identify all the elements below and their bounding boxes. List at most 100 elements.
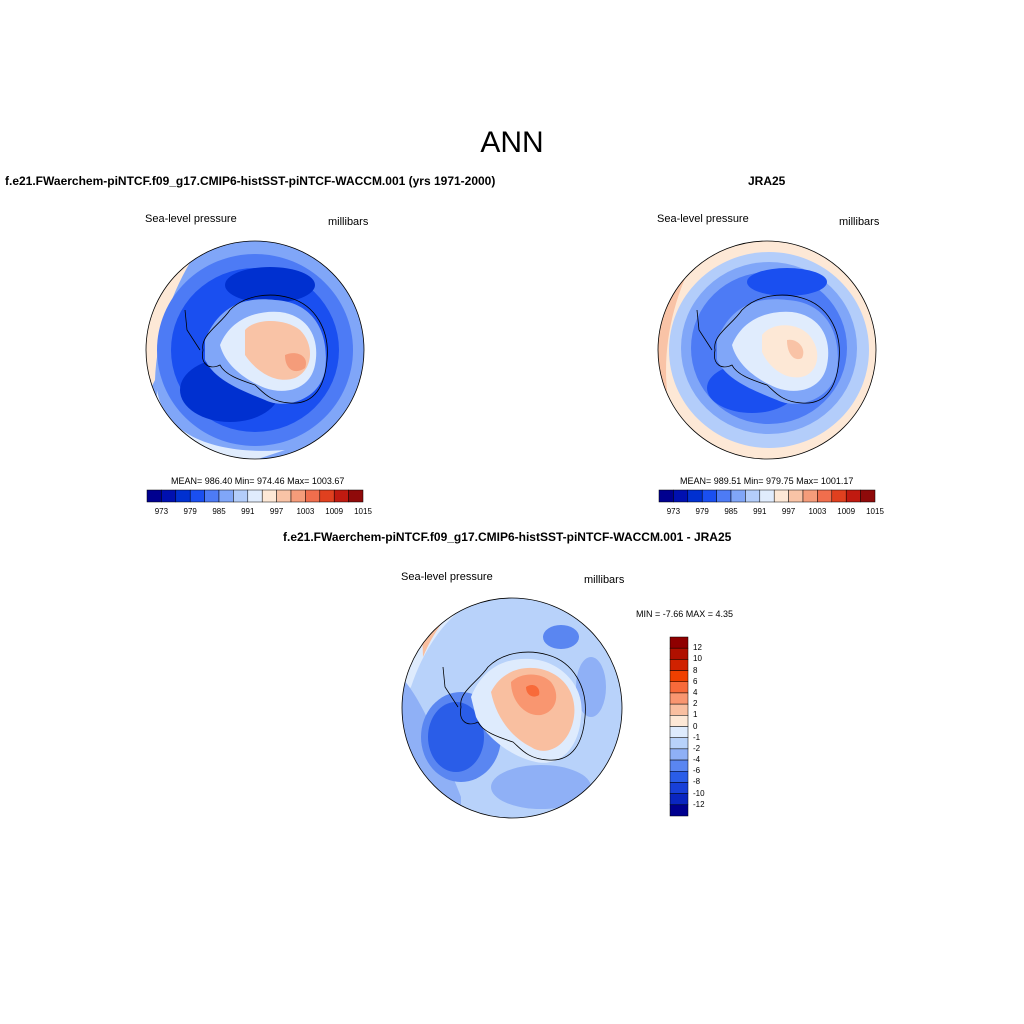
obs-colorbar	[658, 489, 876, 503]
diff-colorbar-tick-label: -2	[693, 743, 701, 753]
diff-east-low	[576, 657, 606, 717]
obs-colorbar-swatch	[716, 489, 732, 503]
model-colorbar-tick-label: 973	[154, 507, 169, 516]
obs-colorbar-swatch	[730, 489, 746, 503]
diff-colorbar-tick-label: -12	[693, 799, 705, 809]
diff-colorbar-tick-label: 12	[693, 643, 702, 653]
obs-colorbar-tick-label: 1009	[837, 507, 856, 516]
obs-colorbar-tick-label: 985	[724, 507, 738, 516]
diff-north-low	[543, 625, 579, 649]
diff-coastline	[460, 651, 586, 761]
diff-colorbar-swatch	[669, 692, 689, 705]
diff-continent-max	[526, 684, 540, 697]
diff-colorbar-tick-label: 0	[693, 721, 698, 731]
diff-colorbar-swatch	[669, 804, 689, 817]
model-stats: MEAN= 986.40 Min= 974.46 Max= 1003.67	[171, 476, 345, 486]
diff-units-label: millibars	[584, 574, 625, 586]
model-colorbar-swatch	[204, 489, 220, 503]
diff-colorbar-swatch	[669, 715, 689, 727]
diff-south-low	[491, 765, 591, 809]
model-colorbar-swatch	[305, 489, 321, 503]
model-variable-label: Sea-level pressure	[145, 213, 237, 225]
diff-colorbar-swatch	[669, 681, 689, 694]
diff-colorbar-swatch	[669, 759, 689, 772]
diff-variable-label: Sea-level pressure	[401, 571, 493, 583]
diff-colorbar-swatch	[669, 737, 689, 750]
model-colorbar-tick-label: 997	[269, 507, 284, 516]
diff-peninsula	[442, 666, 459, 708]
obs-colorbar-swatch	[831, 489, 847, 503]
model-panel-title: f.e21.FWaerchem-piNTCF.f09_g17.CMIP6-his…	[5, 174, 496, 188]
diff-colorbar-swatch	[669, 748, 689, 761]
diff-colorbar-tick-label: 2	[693, 699, 698, 709]
obs-colorbar-tick-label: 973	[666, 507, 681, 516]
model-colorbar-tick-label: 1015	[354, 507, 372, 516]
model-colorbar-swatch	[319, 489, 335, 503]
obs-continent-max	[787, 339, 804, 360]
obs-colorbar-swatch	[802, 489, 818, 503]
obs-colorbar-swatch	[773, 489, 789, 503]
model-colorbar-swatch	[247, 489, 263, 503]
diff-colorbar-tick-label: 10	[693, 654, 702, 664]
obs-colorbar-tick-label: 1015	[866, 507, 884, 516]
diff-panel-title: f.e21.FWaerchem-piNTCF.f09_g17.CMIP6-his…	[283, 530, 732, 544]
diff-colorbar-swatch	[669, 782, 689, 794]
obs-colorbar-swatch	[745, 489, 761, 503]
obs-units-label: millibars	[839, 216, 880, 228]
model-colorbar-swatch	[333, 489, 349, 503]
diff-colorbar-tick-label: -4	[693, 755, 701, 765]
obs-colorbar-swatch	[673, 489, 689, 503]
model-colorbar-labels: 973 979 985 991 997 1003 1009 1015	[147, 507, 372, 519]
obs-coastline	[714, 294, 840, 404]
model-peninsula	[184, 309, 201, 351]
obs-colorbar-swatch	[701, 489, 717, 503]
obs-colorbar-swatch	[788, 489, 804, 503]
obs-colorbar-tick-label: 997	[781, 507, 796, 516]
diff-stats: MIN = -7.66 MAX = 4.35	[636, 609, 734, 619]
model-colorbar-tick-label: 1009	[325, 507, 344, 516]
obs-colorbar-swatch	[845, 489, 861, 503]
model-colorbar-swatch	[189, 489, 205, 503]
diff-colorbar-swatch	[669, 703, 689, 716]
diff-colorbar-tick-label: -1	[693, 732, 701, 742]
diff-colorbar-tick-label: -6	[693, 766, 701, 776]
diff-map-border	[401, 597, 623, 819]
model-colorbar-tick-label: 1003	[296, 507, 315, 516]
model-colorbar-tick-label: 985	[212, 507, 226, 516]
obs-colorbar-swatch	[817, 489, 833, 503]
obs-colorbar-swatch	[759, 489, 775, 503]
diff-colorbar-swatch	[669, 659, 689, 671]
model-colorbar-swatch	[290, 489, 306, 503]
obs-low-core-north	[747, 268, 827, 296]
obs-variable-label: Sea-level pressure	[657, 213, 749, 225]
diff-colorbar-swatch	[669, 670, 689, 682]
diff-colorbar-tick-label: 4	[693, 687, 698, 697]
model-colorbar-swatch	[348, 489, 364, 503]
diff-west-low-max	[428, 702, 484, 772]
model-low-core-north	[225, 267, 315, 303]
obs-peninsula	[696, 309, 713, 351]
obs-colorbar-tick-label: 979	[695, 507, 709, 516]
model-polar-map	[145, 240, 365, 460]
diff-colorbar-labels: 12 10 8 6 4 2 1 0 -1 -2 -4 -6 -8 -10 -12	[693, 637, 733, 816]
diff-colorbar-tick-label: -8	[693, 777, 701, 787]
model-colorbar-swatch	[218, 489, 234, 503]
obs-colorbar-labels: 973 979 985 991 997 1003 1009 1015	[659, 507, 884, 519]
model-colorbar-swatch	[175, 489, 191, 503]
model-colorbar-swatch	[233, 489, 249, 503]
obs-colorbar-tick-label: 1003	[808, 507, 827, 516]
model-coastline	[202, 294, 328, 404]
model-colorbar-swatch	[261, 489, 277, 503]
model-colorbar-tick-label: 991	[241, 507, 255, 516]
obs-polar-map	[657, 240, 877, 460]
model-continent-max	[285, 353, 306, 372]
obs-colorbar-swatch	[860, 489, 876, 503]
diff-colorbar-swatch	[669, 771, 689, 783]
model-colorbar-swatch	[276, 489, 292, 503]
diff-colorbar	[669, 636, 689, 817]
model-colorbar-swatch	[146, 489, 162, 503]
obs-panel-title: JRA25	[748, 174, 786, 188]
model-units-label: millibars	[328, 216, 369, 228]
model-colorbar-swatch	[161, 489, 177, 503]
diff-colorbar-tick-label: 1	[693, 710, 698, 720]
